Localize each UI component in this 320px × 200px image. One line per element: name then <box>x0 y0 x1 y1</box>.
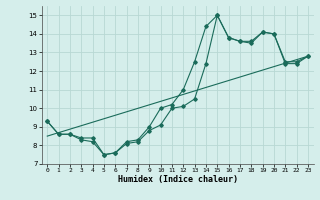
X-axis label: Humidex (Indice chaleur): Humidex (Indice chaleur) <box>118 175 237 184</box>
